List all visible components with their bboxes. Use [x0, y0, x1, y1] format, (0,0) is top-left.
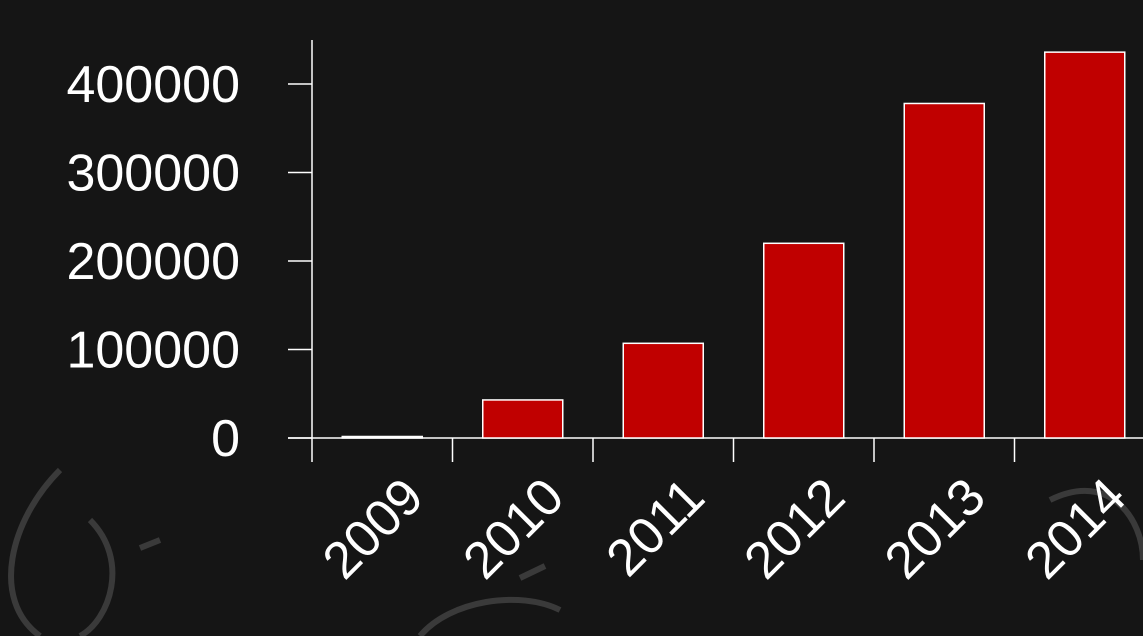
bar-2011: [622, 342, 704, 439]
y-tick-label: 100000: [66, 322, 240, 380]
x-tick-label: 2009: [312, 467, 435, 590]
x-tick-label: 2010: [452, 467, 575, 590]
bar-2012: [763, 242, 845, 439]
x-tick-label: 2012: [733, 467, 856, 590]
decor-curve-left-2: [78, 517, 116, 636]
bar-2013: [903, 102, 985, 439]
y-axis-tick-labels: 0 100000 200000 300000 400000: [66, 56, 240, 468]
decor-curve-left: [8, 467, 63, 636]
x-tick-label: 2011: [596, 467, 716, 587]
bar-2009: [341, 435, 423, 439]
decor-curve-right: [1048, 487, 1143, 561]
y-tick-label: 300000: [66, 145, 240, 203]
y-tick-label: 400000: [66, 56, 240, 114]
y-tick-label: 0: [211, 410, 240, 468]
decor-dash-1: [138, 537, 162, 551]
x-tick-label: 2014: [1014, 467, 1137, 590]
bars: [341, 51, 1126, 439]
y-tick-label: 200000: [66, 233, 240, 291]
background-decoration: [8, 467, 1143, 636]
x-tick-label: 2013: [874, 467, 997, 590]
decor-dash-2: [518, 563, 547, 581]
x-axis-tick-labels: 2009 2010 2011 2012 2013 2014: [312, 467, 1137, 590]
bar-2010: [482, 399, 564, 439]
bar-2014: [1044, 51, 1126, 439]
axes: [288, 40, 1143, 462]
decor-curve-bottom: [417, 596, 562, 636]
